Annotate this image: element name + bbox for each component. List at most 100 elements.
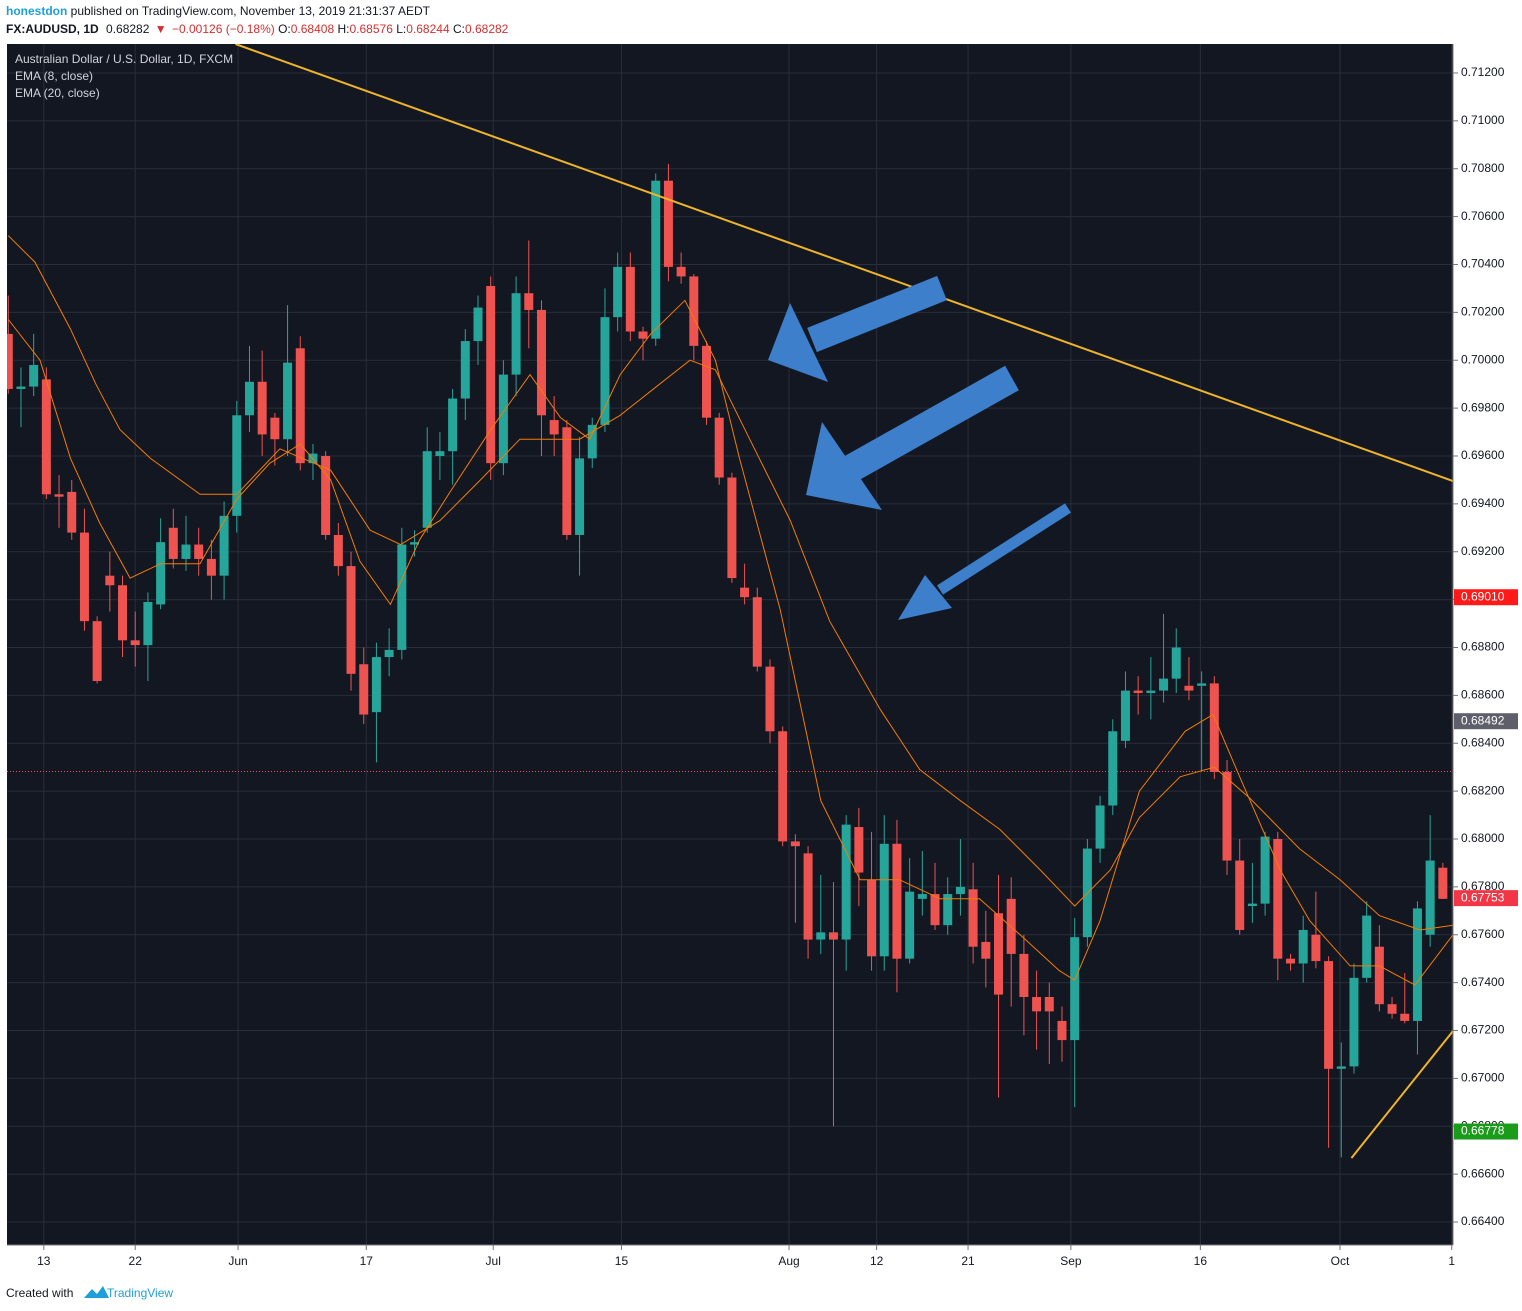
- candle-body: [1209, 683, 1219, 772]
- candle-body: [295, 348, 305, 464]
- candle-body: [232, 415, 242, 516]
- candle-body: [105, 575, 115, 586]
- candle-body: [575, 458, 585, 535]
- candle-body: [943, 894, 953, 926]
- author[interactable]: honestdon: [6, 4, 67, 18]
- x-tick-label: Sep: [1060, 1254, 1082, 1268]
- candle-body: [917, 894, 927, 899]
- candle-body: [778, 731, 788, 842]
- x-tick-label: Oct: [1331, 1254, 1350, 1268]
- candle-body: [1032, 996, 1042, 1012]
- y-tick-label: 0.66600: [1461, 1166, 1505, 1180]
- trend-line: [235, 44, 1453, 483]
- y-tick-label: 0.69600: [1461, 448, 1505, 462]
- candle-body: [1070, 937, 1080, 1041]
- candle-body: [156, 542, 166, 605]
- candle-body: [498, 374, 508, 464]
- candle-body: [892, 843, 902, 959]
- candle-body: [587, 424, 597, 459]
- published: published on TradingView.com, November 1…: [67, 4, 430, 18]
- candle-body: [524, 293, 534, 310]
- candle-body: [1412, 908, 1422, 1021]
- candle-body: [346, 566, 356, 674]
- ema-line: [7, 299, 1453, 986]
- candle-body: [1311, 934, 1321, 962]
- y-tick-label: 0.68000: [1461, 831, 1505, 845]
- candle-body: [841, 824, 851, 940]
- candle-body: [1120, 690, 1130, 741]
- change-arrow: ▼: [155, 22, 167, 36]
- candle-body: [1387, 1004, 1397, 1014]
- x-tick-label: 21: [961, 1254, 975, 1268]
- chart-title: Australian Dollar / U.S. Dollar, 1D, FXC…: [15, 52, 233, 66]
- candle-body: [1400, 1013, 1410, 1021]
- last: 0.68282: [106, 22, 150, 36]
- l-label: L:: [396, 22, 406, 36]
- arrow-shaft: [807, 275, 947, 353]
- candle-body: [194, 544, 204, 559]
- candle-body: [1362, 915, 1372, 978]
- candle-body: [1374, 946, 1384, 1005]
- candle-body: [130, 640, 140, 646]
- candle-body: [790, 841, 800, 847]
- candle-body: [448, 398, 458, 452]
- candle-body: [333, 534, 343, 567]
- arrow-shaft: [937, 503, 1071, 595]
- y-tick-label: 0.66400: [1461, 1214, 1505, 1228]
- x-tick-label: 17: [360, 1254, 374, 1268]
- candle-body: [1044, 996, 1054, 1012]
- y-tick-label: 0.67400: [1461, 975, 1505, 989]
- candle-body: [1095, 805, 1105, 849]
- candle-body: [67, 491, 77, 533]
- footer-created: Created with: [6, 1286, 73, 1300]
- candle-body: [1197, 683, 1207, 686]
- candle-body: [955, 886, 965, 895]
- footer-brand[interactable]: TradingView: [107, 1286, 173, 1300]
- arrow-head: [806, 422, 882, 510]
- candle-body: [181, 544, 191, 559]
- y-tick-label: 0.67800: [1461, 879, 1505, 893]
- candle-body: [562, 427, 572, 535]
- candle-body: [410, 542, 420, 545]
- candle-body: [740, 587, 750, 598]
- candle-body: [867, 879, 877, 957]
- candle-body: [1108, 731, 1118, 806]
- candle-body: [1425, 860, 1435, 935]
- candle-body: [714, 417, 724, 478]
- candle-body: [321, 455, 331, 535]
- candle-body: [663, 180, 673, 267]
- y-tick-label: 0.69200: [1461, 544, 1505, 558]
- o-value: 0.68408: [291, 22, 335, 36]
- symbol: FX:AUDUSD, 1D: [6, 22, 99, 36]
- candle-body: [651, 180, 661, 339]
- price-label-box: [1454, 589, 1518, 606]
- candle-body: [143, 602, 153, 646]
- x-tick-label: 15: [615, 1254, 629, 1268]
- price-label: 0.66778: [1461, 1124, 1505, 1138]
- y-tick-label: 0.68400: [1461, 735, 1505, 749]
- candle-body: [1324, 961, 1334, 1069]
- candle-body: [1349, 977, 1359, 1067]
- h-label: H:: [337, 22, 349, 36]
- trend-line: [1350, 1030, 1453, 1159]
- candle-body: [16, 386, 26, 389]
- ema-line: [7, 235, 1453, 931]
- candle-body: [1336, 1066, 1346, 1069]
- candle-body: [1285, 958, 1295, 964]
- y-tick-label: 0.68200: [1461, 783, 1505, 797]
- x-tick-label: 13: [37, 1254, 51, 1268]
- y-tick-label: 0.68600: [1461, 688, 1505, 702]
- candle-body: [422, 451, 432, 528]
- x-tick-label: 22: [129, 1254, 143, 1268]
- x-tick-label: Jun: [228, 1254, 247, 1268]
- candle-body: [1184, 685, 1194, 691]
- candle-body: [828, 932, 838, 940]
- symbol-line: FX:AUDUSD, 1D 0.68282 ▼ −0.00126 (−0.18%…: [6, 22, 509, 36]
- header-line: honestdon published on TradingView.com, …: [6, 4, 431, 18]
- x-tick-label: 12: [870, 1254, 884, 1268]
- candle-body: [1235, 860, 1245, 930]
- candle-body: [752, 597, 762, 667]
